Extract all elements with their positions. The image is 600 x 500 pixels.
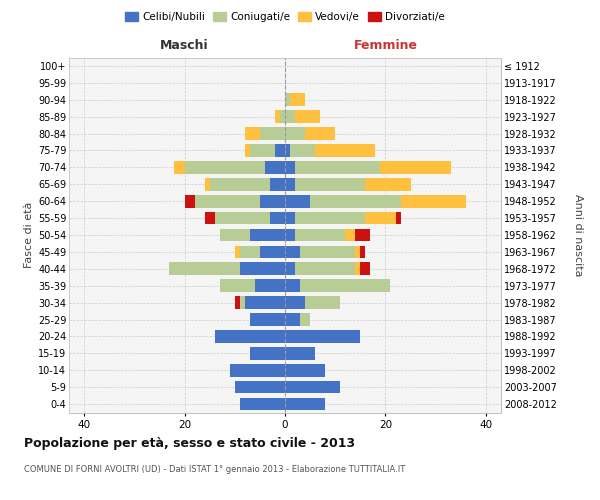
Bar <box>205 178 209 190</box>
Bar <box>285 296 305 309</box>
Bar <box>215 330 285 343</box>
Bar <box>355 246 361 258</box>
Bar <box>305 127 335 140</box>
Bar <box>300 246 355 258</box>
Bar <box>285 381 340 394</box>
Bar <box>285 280 300 292</box>
Bar <box>250 228 285 241</box>
Bar <box>285 347 315 360</box>
Text: Maschi: Maschi <box>160 40 209 52</box>
Bar <box>361 262 370 275</box>
Bar <box>235 246 240 258</box>
Bar <box>361 246 365 258</box>
Bar <box>285 330 361 343</box>
Bar <box>305 296 340 309</box>
Bar <box>365 178 410 190</box>
Bar <box>285 228 295 241</box>
Bar <box>260 195 285 207</box>
Bar <box>285 246 300 258</box>
Bar <box>169 262 240 275</box>
Bar <box>285 398 325 410</box>
Bar <box>355 228 370 241</box>
Bar <box>185 195 194 207</box>
Bar <box>285 178 295 190</box>
Bar <box>205 212 215 224</box>
Bar <box>235 381 285 394</box>
Bar <box>290 144 315 157</box>
Bar <box>240 246 260 258</box>
Bar <box>295 228 345 241</box>
Bar <box>280 110 285 123</box>
Bar <box>240 296 245 309</box>
Bar <box>285 94 290 106</box>
Bar <box>185 161 265 173</box>
Bar <box>245 127 260 140</box>
Bar <box>250 313 285 326</box>
Bar <box>240 262 285 275</box>
Bar <box>295 212 365 224</box>
Bar <box>295 178 365 190</box>
Bar <box>275 144 285 157</box>
Legend: Celibi/Nubili, Coniugati/e, Vedovi/e, Divorziati/e: Celibi/Nubili, Coniugati/e, Vedovi/e, Di… <box>121 8 449 26</box>
Bar <box>345 228 355 241</box>
Bar <box>285 161 295 173</box>
Bar <box>275 110 280 123</box>
Bar <box>295 110 320 123</box>
Bar <box>250 144 275 157</box>
Bar <box>315 144 376 157</box>
Bar <box>290 94 305 106</box>
Bar <box>240 398 285 410</box>
Bar <box>295 262 355 275</box>
Bar <box>235 296 240 309</box>
Bar <box>395 212 401 224</box>
Bar <box>285 212 295 224</box>
Bar <box>285 127 305 140</box>
Text: Femmine: Femmine <box>353 40 418 52</box>
Bar <box>215 212 270 224</box>
Bar <box>270 212 285 224</box>
Bar <box>401 195 466 207</box>
Y-axis label: Anni di nascita: Anni di nascita <box>574 194 583 276</box>
Bar <box>285 364 325 376</box>
Bar <box>255 280 285 292</box>
Bar <box>260 246 285 258</box>
Bar <box>355 262 361 275</box>
Bar <box>285 313 300 326</box>
Bar <box>310 195 401 207</box>
Bar <box>230 364 285 376</box>
Text: COMUNE DI FORNI AVOLTRI (UD) - Dati ISTAT 1° gennaio 2013 - Elaborazione TUTTITA: COMUNE DI FORNI AVOLTRI (UD) - Dati ISTA… <box>24 466 405 474</box>
Bar <box>270 178 285 190</box>
Bar <box>300 280 391 292</box>
Bar <box>285 110 295 123</box>
Bar <box>380 161 451 173</box>
Bar <box>365 212 395 224</box>
Bar <box>220 228 250 241</box>
Bar <box>209 178 270 190</box>
Bar <box>285 144 290 157</box>
Bar <box>245 296 285 309</box>
Y-axis label: Fasce di età: Fasce di età <box>23 202 34 268</box>
Bar <box>300 313 310 326</box>
Bar <box>285 262 295 275</box>
Bar <box>285 195 310 207</box>
Bar <box>220 280 255 292</box>
Bar <box>245 144 250 157</box>
Bar <box>194 195 260 207</box>
Bar <box>260 127 285 140</box>
Bar <box>265 161 285 173</box>
Bar <box>295 161 380 173</box>
Bar <box>175 161 185 173</box>
Bar <box>250 347 285 360</box>
Text: Popolazione per età, sesso e stato civile - 2013: Popolazione per età, sesso e stato civil… <box>24 438 355 450</box>
